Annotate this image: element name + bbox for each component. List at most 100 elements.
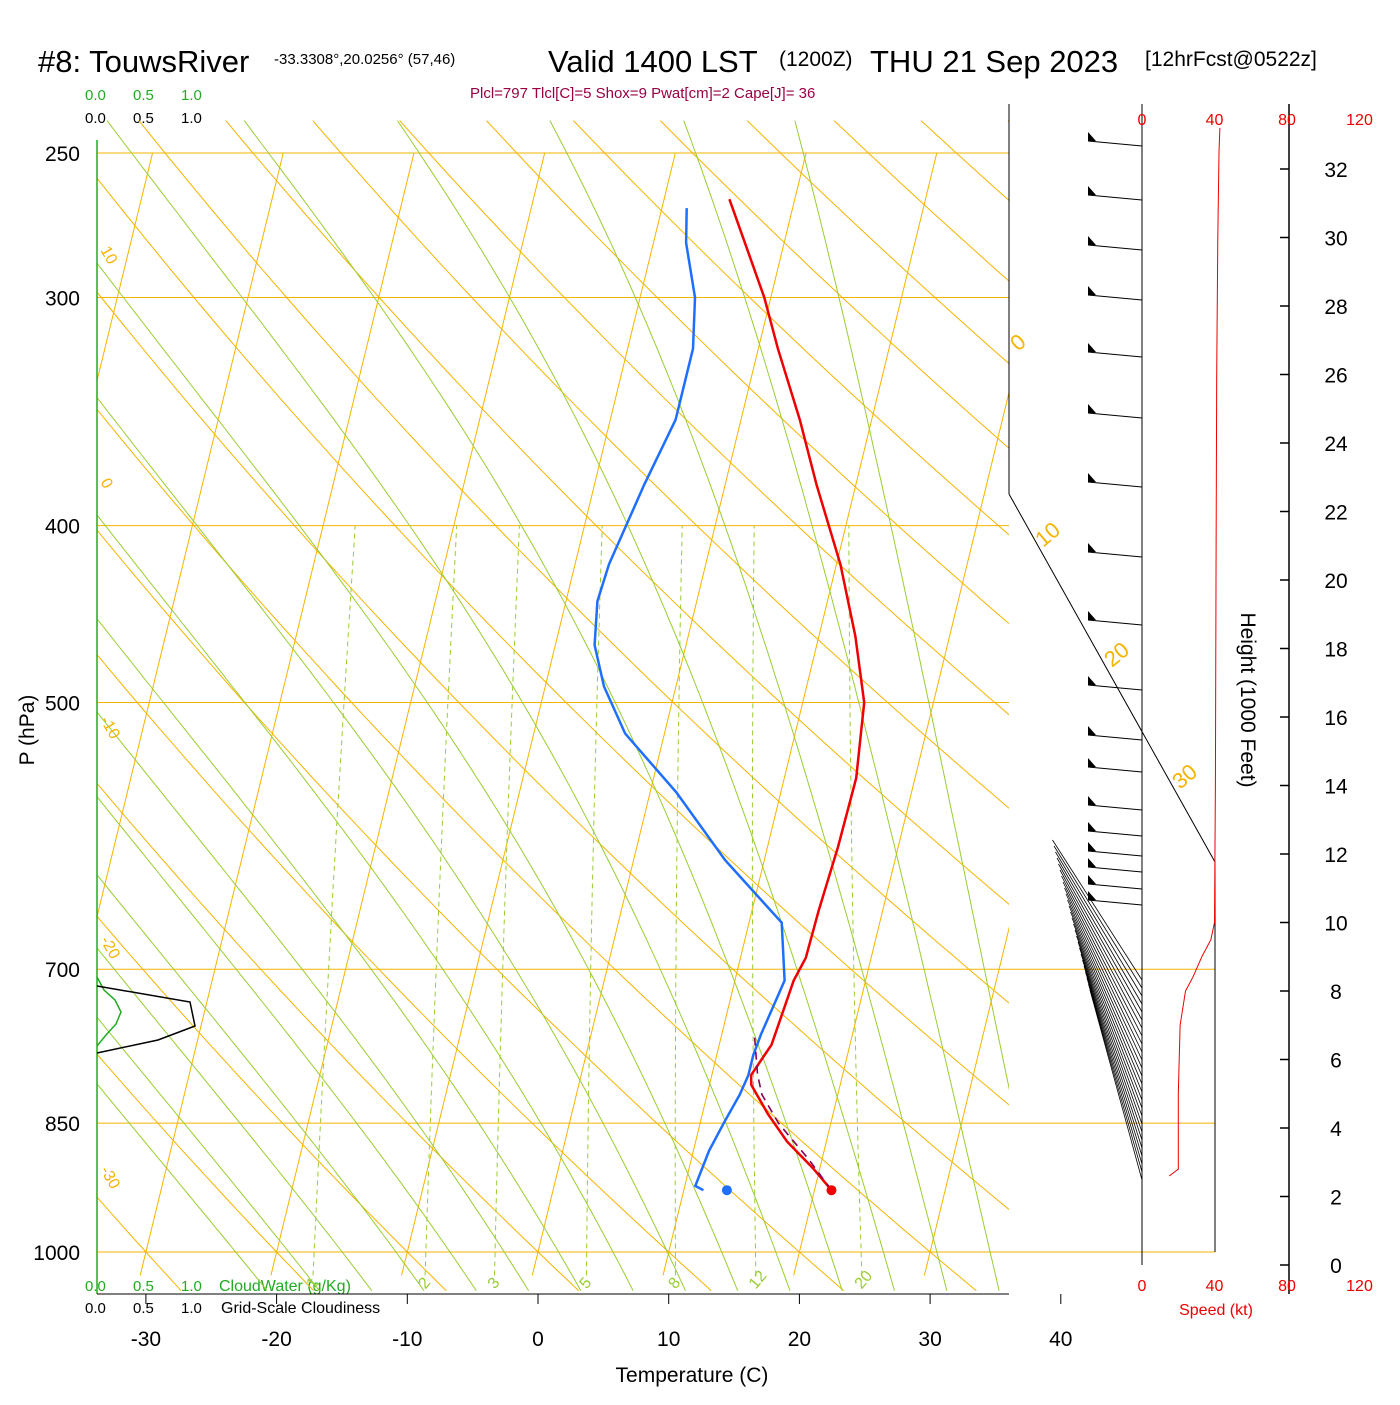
cloudiness-scale-bottom: 0.0 0.5 1.0 Grid-Scale Cloudiness [85,1300,380,1317]
cloudiness-tick: 1.0 [181,1300,202,1317]
wind-barb-shaft [1088,884,1142,889]
sounding-series [595,199,865,1195]
moist-adiabat-line [795,121,1052,1291]
dry-adiabat-line [226,121,1400,1291]
dry-adiabat-lines [0,121,1400,1291]
wind-barb-flag [1088,236,1096,245]
dry-adiabat-line [487,121,1400,1291]
stability-indices: Plcl=797 Tlcl[C]=5 Shox=9 Pwat[cm]=2 Cap… [470,85,815,102]
pressure-tick-label: 850 [45,1113,80,1136]
wind-barb-shaft [1083,960,1143,1140]
wind-barb-shaft [1088,851,1142,856]
wind-speed-line [1169,128,1220,1176]
series-dewpoint-line [595,208,785,1190]
mixing-ratio-line [495,526,520,1276]
speed-tick-label-top: 80 [1278,112,1296,129]
x-tick-label: -20 [261,1328,291,1351]
wind-barb-flag [1088,726,1096,735]
wind-barb-shaft [1088,685,1142,690]
wind-barb-shaft [1088,900,1142,905]
pressure-tick-label: 1000 [33,1242,80,1265]
x-tick-label: 0 [532,1328,544,1351]
wind-barb-shaft [1075,930,1142,1100]
mixing-ratio-label: 20 [852,1268,877,1293]
wind-barb-shaft [1088,141,1142,146]
dry-adiabat-line [52,121,1241,1291]
valid-time: Valid 1400 LST [548,44,758,79]
height-tick-label: 6 [1330,1050,1342,1073]
cloudwater-tick: 0.5 [133,1278,154,1295]
wind-barb-shaft [1065,888,1143,1044]
station-title: #8: TouwsRiver [38,44,249,79]
height-tick-label: 28 [1324,296,1347,319]
dry-adiabat-line [0,121,579,1291]
height-tick-label: 32 [1324,159,1347,182]
mixing-ratio-label: 12 [746,1268,771,1293]
height-tick-label: 20 [1324,570,1347,593]
wind-barb-flag [1088,404,1096,413]
speed-tick-label-bottom: 40 [1206,1278,1224,1295]
forecast-info: [12hrFcst@0522z] [1145,48,1317,71]
isotherm-label-left: 10 [97,244,121,268]
mixing-ratio-label: 2 [415,1274,434,1292]
cloudwater-tick: 0.0 [85,1278,106,1295]
wind-barb-shaft [1062,876,1143,1028]
wind-barb-shaft [1054,846,1142,988]
speed-tick-label-top: 0 [1138,112,1147,129]
zulu-time: (1200Z) [779,48,853,71]
height-tick-label: 2 [1330,1187,1342,1210]
moist-adiabat-line [397,121,894,1291]
wind-barb-shaft [1088,482,1142,487]
speed-tick-label-bottom: 120 [1346,1278,1373,1295]
moist-adiabat-line [107,121,790,1291]
cloudwater-scale-top: 0.0 0.5 1.0 [85,87,202,104]
wind-barb-flag [1088,891,1096,900]
moist-adiabat-line [0,121,581,1291]
y-axis-label: P (hPa) [16,695,39,766]
surface-dewpoint-point [722,1185,732,1195]
speed-tick-label-top: 120 [1346,112,1373,129]
isobar-lines [97,153,1215,1252]
cloud-profile [97,977,195,1053]
isotherm-line [271,153,545,1275]
cloudwater-tick: 0.5 [133,87,154,104]
wind-barb-shaft [1056,852,1143,996]
height-tick-label: 0 [1330,1255,1342,1278]
series-temperature-line [729,199,864,1190]
wind-barb-shaft [1088,552,1142,557]
height-tick-label: 30 [1324,228,1347,251]
moist-adiabat-line [0,121,267,1291]
isotherm-line [140,153,414,1275]
surface-temperature-point [826,1185,836,1195]
wind-barb-flag [1088,286,1096,295]
pressure-tick-label: 250 [45,143,80,166]
isotherm-label-right: 10 [1030,517,1065,552]
isotherm-line [1186,153,1400,1275]
wind-barb-flag [1088,875,1096,884]
moist-adiabat-line [0,121,633,1291]
isotherm-lines [0,153,1400,1275]
dry-adiabat-line [834,121,1400,1291]
isotherm-label-right: 20 [1099,637,1134,672]
mixing-ratio-label: 3 [485,1274,504,1292]
wind-barb-shaft [1088,805,1142,810]
wind-barb-flag [1088,842,1096,851]
height-tick-label: 16 [1324,707,1347,730]
wind-barb-flag [1088,132,1096,141]
dry-adiabat-line [0,121,976,1291]
height-tick-label: 18 [1324,639,1347,662]
cloudiness-tick: 0.5 [133,1300,154,1317]
cloudwater-tick: 1.0 [181,87,202,104]
height-tick-label: 8 [1330,981,1342,1004]
cloudiness-tick: 0.0 [85,1300,106,1317]
mixing-ratio-label: 8 [665,1274,684,1292]
wind-barbs [1053,104,1143,1265]
moist-adiabat-line [0,121,738,1291]
isotherm-line [924,153,1198,1275]
height-tick-label: 26 [1324,365,1347,388]
moist-adiabat-line [0,121,685,1291]
speed-axis-label: Speed (kt) [1179,1302,1253,1319]
